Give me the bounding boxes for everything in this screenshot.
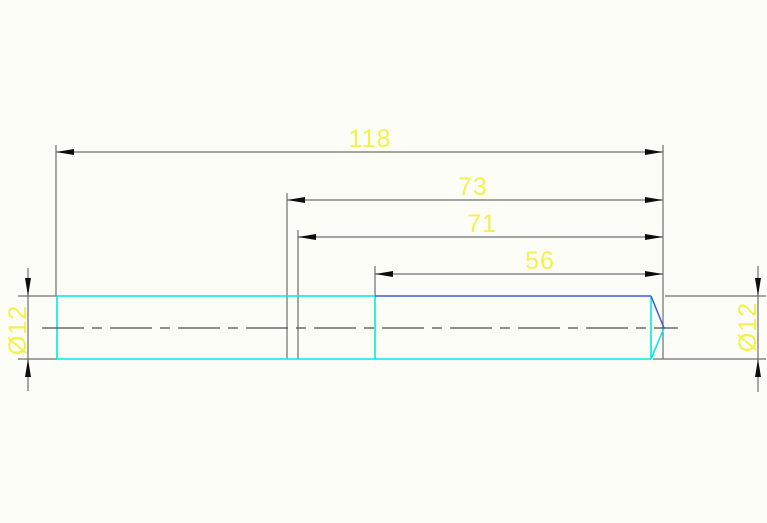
arrowheads: [25, 149, 761, 377]
arrow-dia-left-bottom: [25, 359, 31, 377]
arrow-56-left: [375, 271, 393, 277]
dim-label-diameter-right: Ø12: [734, 302, 762, 352]
dim-label-118: 118: [349, 125, 392, 153]
arrow-dia-left-top: [25, 278, 31, 296]
cone-chamfer-bottom: [650, 327, 665, 360]
cone-chamfer-top: [650, 295, 665, 329]
dimension-labels: 118 73 71 56 Ø12 Ø12: [4, 125, 762, 355]
extension-lines: [18, 145, 766, 360]
arrow-dia-right-bottom: [755, 359, 761, 377]
arrow-73-right: [645, 197, 663, 203]
arrow-118-left: [56, 149, 74, 155]
dim-label-73: 73: [458, 173, 488, 201]
arrow-118-right: [645, 149, 663, 155]
arrow-71-right: [645, 234, 663, 240]
dim-label-diameter-left: Ø12: [4, 305, 32, 355]
part-outline: [56, 295, 665, 360]
arrow-dia-right-top: [755, 278, 761, 296]
arrow-56-right: [645, 271, 663, 277]
dim-label-56: 56: [525, 247, 555, 275]
dim-label-71: 71: [467, 210, 497, 238]
arrow-73-left: [287, 197, 305, 203]
arrow-71-left: [298, 234, 316, 240]
